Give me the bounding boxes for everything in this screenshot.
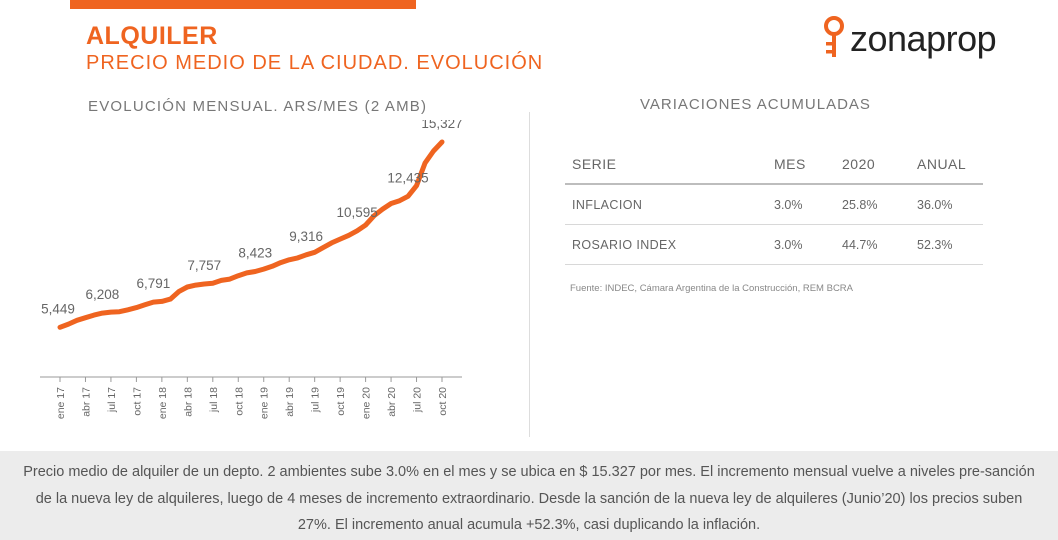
data-label: 15,327: [421, 120, 462, 131]
page-subtitle: PRECIO MEDIO DE LA CIUDAD. EVOLUCIÓN: [86, 52, 544, 74]
x-tick-label: oct 19: [335, 387, 347, 416]
x-tick-label: abr 19: [284, 387, 296, 417]
x-tick-label: abr 18: [182, 387, 194, 417]
x-tick-label: oct 18: [233, 387, 245, 416]
table-cell: 3.0%: [773, 224, 841, 265]
chart-title: EVOLUCIÓN MENSUAL. ARS/MES (2 AMB): [88, 98, 428, 115]
table-cell: 44.7%: [841, 224, 916, 265]
data-label: 12,435: [387, 170, 428, 185]
table-cell: 36.0%: [916, 184, 983, 225]
table-row: INFLACION 3.0% 25.8% 36.0%: [565, 184, 983, 225]
data-label: 5,449: [41, 301, 75, 316]
x-tick-label: abr 20: [386, 387, 398, 417]
logo-text: zonaprop: [850, 18, 997, 59]
x-tick-label: ene 18: [157, 387, 169, 419]
table-cell: ROSARIO INDEX: [565, 224, 773, 265]
vertical-divider: [529, 112, 530, 437]
variations-table: SERIE MES 2020 ANUAL INFLACION 3.0% 25.8…: [565, 144, 983, 265]
x-tick-label: jul 20: [412, 387, 424, 413]
column-header: SERIE: [565, 144, 773, 185]
data-label: 10,595: [336, 205, 377, 220]
source-note: Fuente: INDEC, Cámara Argentina de la Co…: [570, 283, 854, 294]
data-label: 6,791: [136, 276, 170, 291]
x-tick-label: ene 19: [259, 387, 271, 419]
column-header: MES: [773, 144, 841, 185]
data-label: 7,757: [187, 258, 221, 273]
table-header-row: SERIE MES 2020 ANUAL: [565, 144, 983, 185]
data-label: 9,316: [289, 229, 323, 244]
x-tick-label: oct 17: [131, 387, 143, 416]
table-cell: INFLACION: [565, 184, 773, 225]
x-tick-label: jul 17: [106, 387, 118, 413]
table-row: ROSARIO INDEX 3.0% 44.7% 52.3%: [565, 224, 983, 265]
x-tick-label: oct 20: [437, 387, 449, 416]
data-label: 8,423: [238, 246, 272, 261]
footer-summary: Precio medio de alquiler de un depto. 2 …: [0, 451, 1058, 540]
x-tick-label: jul 19: [310, 387, 322, 413]
series-line: [57, 139, 445, 330]
line-chart: ene 17 abr 17 jul 17 oct 17 ene 18 abr 18 jul …: [40, 120, 463, 419]
column-header: 2020: [841, 144, 916, 185]
footer-text: Precio medio de alquiler de un depto. 2 …: [23, 464, 1035, 533]
column-header: ANUAL: [916, 144, 983, 185]
table-cell: 3.0%: [773, 184, 841, 225]
top-accent-bar: [70, 0, 416, 9]
page-title: ALQUILER: [86, 22, 218, 50]
variations-title: VARIACIONES ACUMULADAS: [640, 96, 871, 113]
key-icon: [824, 16, 844, 57]
table-cell: 52.3%: [916, 224, 983, 265]
zonaprop-logo: zonaprop: [822, 14, 1022, 64]
x-tick-label: ene 20: [361, 387, 373, 419]
x-tick-label: jul 18: [208, 387, 220, 413]
x-tick-label: ene 17: [55, 387, 67, 419]
x-tick-label: abr 17: [80, 387, 92, 417]
data-label: 6,208: [86, 287, 120, 302]
table-cell: 25.8%: [841, 184, 916, 225]
